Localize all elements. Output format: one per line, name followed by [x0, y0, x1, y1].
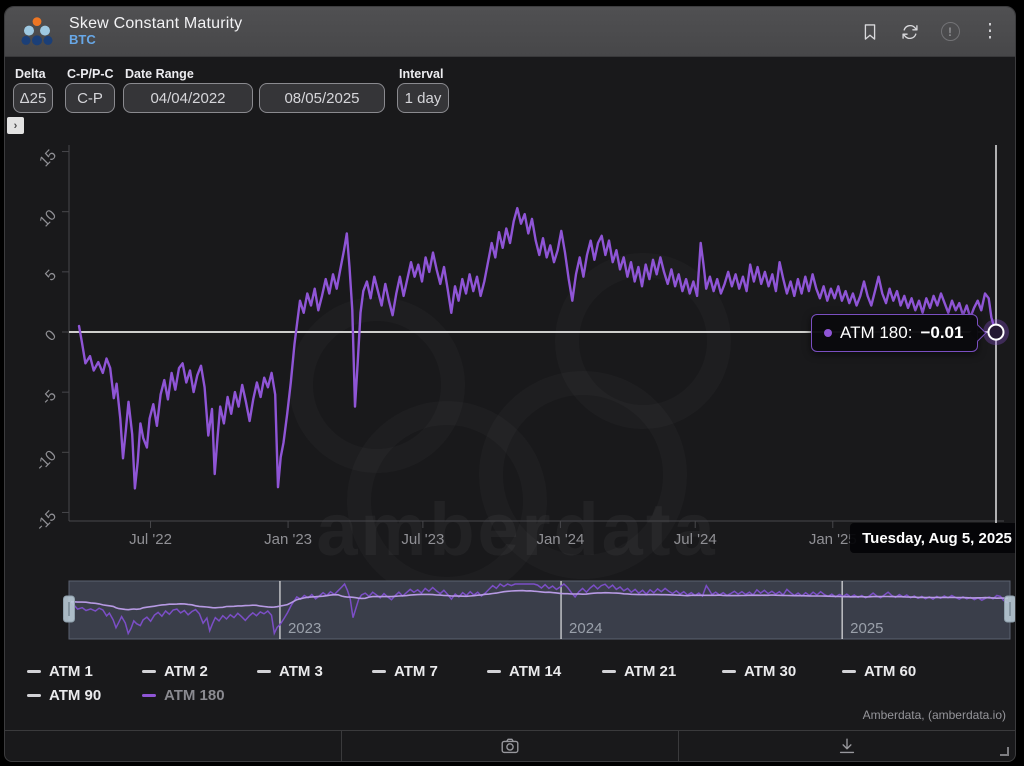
legend-dash-icon: [27, 693, 41, 697]
legend-dash-icon: [602, 669, 616, 673]
app-window: Skew Constant Maturity BTC ! ⋮ Delta Δ25…: [4, 6, 1016, 762]
last-point-marker[interactable]: [987, 323, 1005, 341]
y-tick-label: -5: [38, 387, 59, 408]
date-range-label: Date Range: [125, 67, 194, 81]
legend-item-atm-3[interactable]: ATM 3: [257, 661, 323, 681]
navigator-year-label: 2025: [850, 620, 883, 637]
legend-dash-icon: [487, 669, 501, 673]
watermark: amberdata: [316, 488, 717, 571]
y-tick-label: 10: [36, 207, 60, 231]
resize-handle[interactable]: [1000, 747, 1009, 756]
svg-text:amberdata: amberdata: [316, 488, 717, 571]
date-start-input[interactable]: 04/04/2022: [123, 83, 253, 113]
legend-dash-icon: [142, 669, 156, 673]
delta-select[interactable]: Δ25: [13, 83, 53, 113]
tooltip-series-name: ATM 180:: [840, 323, 913, 342]
legend-label: ATM 2: [164, 662, 208, 680]
info-icon[interactable]: !: [939, 21, 961, 43]
legend-label: ATM 60: [864, 662, 917, 680]
y-tick-label: -10: [32, 447, 59, 474]
legend-label: ATM 3: [279, 662, 323, 680]
legend-item-atm-1[interactable]: ATM 1: [27, 661, 93, 681]
y-tick-label: 15: [36, 146, 60, 170]
legend-label: ATM 30: [744, 662, 797, 680]
interval-label: Interval: [399, 67, 444, 81]
x-tick-label: Jul '24: [674, 531, 717, 548]
navigator-panel[interactable]: [68, 580, 1011, 640]
bottom-toolbar: [5, 730, 1015, 761]
legend-item-atm-14[interactable]: ATM 14: [487, 661, 561, 681]
legend-item-atm-7[interactable]: ATM 7: [372, 661, 438, 681]
credit-link[interactable]: Amberdata, (amberdata.io): [862, 708, 1006, 722]
download-button[interactable]: [678, 731, 1015, 761]
navigator-year-label: 2024: [569, 620, 602, 637]
kebab-menu-icon[interactable]: ⋮: [980, 21, 1000, 42]
legend-dash-icon: [142, 693, 156, 697]
date-end-input[interactable]: 08/05/2025: [259, 83, 385, 113]
legend-item-atm-60[interactable]: ATM 60: [842, 661, 916, 681]
navigator-year-label: 2023: [288, 620, 321, 637]
amberdata-logo: [21, 16, 53, 45]
legend-label: ATM 180: [164, 686, 225, 704]
refresh-icon[interactable]: [899, 21, 921, 43]
legend-label: ATM 21: [624, 662, 677, 680]
window-header: Skew Constant Maturity BTC ! ⋮: [5, 7, 1015, 57]
chart-area: amberdata 15 10 5 0 -5 -10 -15 Jul '22 Jan '23 Jul…: [5, 7, 1015, 761]
toolbar-cell-empty[interactable]: [5, 731, 341, 761]
chart-legend: ATM 1 ATM 2 ATM 3 ATM 7 ATM 14 ATM 21 ATM 30 AT…: [5, 657, 1015, 709]
camera-icon: [501, 738, 519, 754]
x-tick-label: Jul '22: [129, 531, 172, 548]
legend-dash-icon: [27, 669, 41, 673]
tooltip-value: −0.01: [920, 323, 964, 342]
legend-item-atm-180[interactable]: ATM 180: [142, 685, 225, 705]
legend-dash-icon: [372, 669, 386, 673]
x-tick-label: Jan '24: [536, 531, 584, 548]
legend-item-atm-21[interactable]: ATM 21: [602, 661, 676, 681]
screenshot-button[interactable]: [341, 731, 678, 761]
cp-label: C-P/P-C: [67, 67, 114, 81]
legend-item-atm-2[interactable]: ATM 2: [142, 661, 208, 681]
y-tick-label: 5: [42, 267, 60, 285]
sidebar-expand-icon[interactable]: ›: [7, 117, 24, 134]
cp-select[interactable]: C-P: [65, 83, 115, 113]
bookmark-icon[interactable]: [859, 21, 881, 43]
y-tick-label: -15: [32, 507, 59, 534]
y-tick-label: 0: [42, 327, 60, 345]
legend-dash-icon: [842, 669, 856, 673]
crosshair-date-tooltip: Tuesday, Aug 5, 2025: [850, 523, 1015, 553]
info-glyph: !: [940, 22, 960, 41]
series-line-atm180[interactable]: [77, 206, 998, 490]
legend-label: ATM 90: [49, 686, 102, 704]
legend-item-atm-30[interactable]: ATM 30: [722, 661, 796, 681]
download-icon: [839, 738, 855, 754]
legend-label: ATM 14: [509, 662, 562, 680]
legend-dash-icon: [257, 669, 271, 673]
chart-canvas: amberdata 15 10 5 0 -5 -10 -15 Jul '22 Jan '23 Jul…: [32, 145, 1015, 640]
series-tooltip: ATM 180: −0.01: [811, 314, 987, 352]
x-tick-label: Jul '23: [401, 531, 444, 548]
x-tick-label: Jan '23: [264, 531, 312, 548]
legend-label: ATM 1: [49, 662, 93, 680]
legend-dash-icon: [722, 669, 736, 673]
series-bullet-icon: [824, 329, 832, 337]
page-title: Skew Constant Maturity: [69, 14, 243, 32]
asset-label: BTC: [69, 32, 96, 48]
legend-label: ATM 7: [394, 662, 438, 680]
interval-select[interactable]: 1 day: [397, 83, 449, 113]
delta-label: Delta: [15, 67, 46, 81]
x-tick-label: Jan '25: [809, 531, 857, 548]
navigator-series-light: [70, 589, 1008, 611]
legend-item-atm-90[interactable]: ATM 90: [27, 685, 101, 705]
